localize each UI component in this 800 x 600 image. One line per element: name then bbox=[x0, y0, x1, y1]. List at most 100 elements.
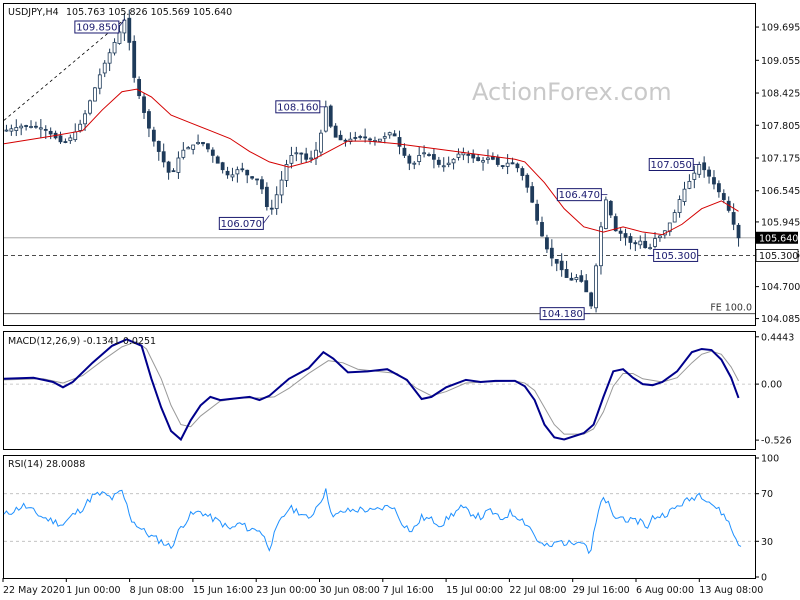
candle-body bbox=[422, 152, 426, 155]
candle-body bbox=[132, 40, 137, 78]
candle-body bbox=[107, 52, 112, 64]
candle bbox=[304, 147, 309, 163]
candle bbox=[196, 134, 200, 145]
candle bbox=[255, 178, 259, 186]
candle-body bbox=[608, 200, 613, 216]
candle bbox=[392, 130, 397, 137]
candle-body bbox=[353, 137, 358, 139]
candle bbox=[535, 199, 539, 225]
x-tick-label: 30 Jun 08:00 bbox=[320, 585, 380, 596]
candle bbox=[402, 143, 407, 159]
candle-body bbox=[19, 125, 24, 129]
candle bbox=[554, 259, 559, 272]
candle-body bbox=[255, 178, 259, 181]
candle-body bbox=[545, 237, 549, 250]
candle-body bbox=[319, 132, 323, 153]
candle bbox=[441, 157, 446, 172]
candle-body bbox=[569, 277, 574, 281]
candle-body bbox=[235, 169, 240, 175]
annotation-106.470: 106.470 bbox=[556, 188, 608, 202]
candle bbox=[545, 234, 549, 253]
annotation-box bbox=[539, 307, 585, 321]
candle bbox=[618, 228, 623, 241]
candle-body bbox=[471, 153, 476, 159]
candle-body bbox=[78, 123, 83, 131]
annotation-leader bbox=[118, 18, 126, 28]
candle bbox=[181, 142, 186, 160]
support-level-label: 105.300 bbox=[759, 251, 798, 262]
macd-line bbox=[3, 338, 740, 442]
candle-body bbox=[633, 242, 638, 245]
candle bbox=[58, 131, 63, 144]
annotation-box bbox=[275, 100, 321, 114]
candle-body bbox=[38, 127, 43, 130]
candle bbox=[672, 209, 677, 223]
moving-average-line bbox=[3, 88, 739, 236]
candle-body bbox=[613, 216, 618, 232]
candle-body bbox=[505, 162, 510, 167]
candle-body bbox=[338, 134, 343, 141]
candle bbox=[29, 120, 33, 129]
candle bbox=[387, 131, 392, 139]
x-tick-label: 13 Aug 08:00 bbox=[699, 585, 763, 596]
candle-body bbox=[48, 130, 53, 135]
candle bbox=[250, 175, 255, 180]
candle-body bbox=[363, 136, 368, 139]
candle-body bbox=[161, 151, 166, 163]
candle-body bbox=[323, 106, 328, 132]
candle bbox=[579, 270, 584, 283]
candle-body bbox=[294, 152, 299, 155]
candle bbox=[206, 143, 210, 153]
candle-body bbox=[648, 247, 653, 250]
candle bbox=[24, 124, 29, 131]
candle-body bbox=[210, 149, 215, 156]
rsi-title: RSI(14) 28.0088 bbox=[8, 459, 85, 470]
candle bbox=[220, 161, 225, 174]
candle bbox=[564, 260, 569, 278]
candle bbox=[505, 154, 510, 175]
x-tick-label: 8 Jun 08:00 bbox=[130, 585, 184, 596]
y-tick-label: 107.805 bbox=[761, 121, 800, 132]
candle-body bbox=[14, 127, 19, 131]
candle-body bbox=[112, 41, 117, 54]
candle-body bbox=[549, 247, 554, 259]
annotations-layer: 109.850 108.160 106.070 106.470 105.300 104.1… bbox=[74, 18, 700, 321]
annotation-box bbox=[74, 20, 120, 34]
candle bbox=[638, 235, 643, 249]
candle-body bbox=[220, 162, 225, 171]
x-tick-label: 23 Jun 00:00 bbox=[256, 585, 316, 596]
annotation-box bbox=[556, 188, 602, 202]
candle-body bbox=[240, 168, 245, 171]
candle bbox=[584, 274, 589, 293]
candle bbox=[88, 99, 92, 116]
candle-body bbox=[397, 137, 402, 147]
candle bbox=[559, 253, 564, 277]
x-tick-label: 22 May 2020 bbox=[3, 585, 65, 596]
candle-body bbox=[441, 165, 446, 168]
candle-body bbox=[554, 259, 559, 264]
annotation-label: 104.180 bbox=[541, 309, 582, 320]
candle bbox=[358, 134, 363, 140]
candle-body bbox=[540, 222, 544, 237]
candle bbox=[721, 189, 726, 204]
candle bbox=[225, 166, 230, 179]
candle-body bbox=[186, 147, 191, 150]
candle-body bbox=[88, 100, 92, 114]
candle bbox=[156, 140, 161, 161]
candle-body bbox=[481, 160, 485, 163]
candle-body bbox=[58, 135, 63, 143]
current-price-tag bbox=[756, 231, 798, 244]
candle bbox=[176, 151, 181, 179]
candle-body bbox=[677, 199, 682, 213]
candle bbox=[68, 134, 73, 144]
candle bbox=[132, 35, 137, 83]
annotation-109.850: 109.850 bbox=[74, 18, 126, 34]
candle bbox=[127, 9, 132, 51]
candle bbox=[540, 216, 544, 237]
annotation-108.160: 108.160 bbox=[275, 100, 326, 114]
candle-body bbox=[599, 226, 603, 267]
candle-body bbox=[358, 136, 363, 138]
candle-body bbox=[309, 157, 313, 160]
candle-body bbox=[515, 163, 520, 169]
